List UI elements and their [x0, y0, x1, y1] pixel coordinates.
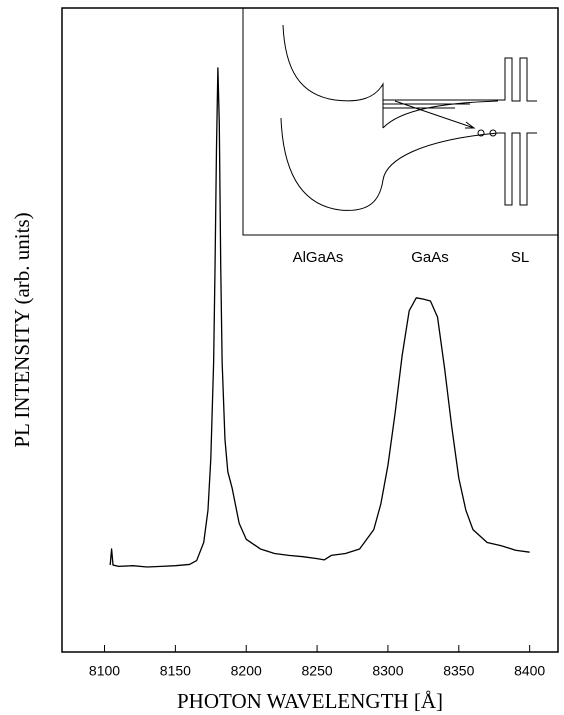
inset-label: SL [511, 249, 529, 266]
sl-conduction [383, 57, 537, 102]
x-tick-label: 8250 [302, 663, 333, 679]
inset-label: AlGaAs [293, 249, 344, 266]
x-tick-label: 8150 [160, 663, 191, 679]
x-tick-label: 8350 [443, 663, 474, 679]
valence-band [280, 117, 537, 211]
conduction-band [282, 24, 384, 128]
plot-frame [61, 7, 559, 653]
inset [242, 7, 559, 236]
y-axis-title: PL INTENSITY (arb. units) [10, 212, 34, 447]
x-axis-title: PHOTON WAVELENGTH [Å] [177, 689, 443, 713]
x-tick-label: 8200 [231, 663, 262, 679]
arrow [394, 100, 476, 129]
inset-frame [242, 7, 559, 236]
x-tick-label: 8100 [89, 663, 120, 679]
hole [489, 129, 497, 137]
x-tick-label: 8300 [372, 663, 403, 679]
sublevels [382, 100, 499, 129]
x-tick-label: 8400 [514, 663, 545, 679]
spectrum-line [109, 67, 530, 568]
hole [477, 129, 485, 137]
inset-label: GaAs [411, 249, 449, 266]
